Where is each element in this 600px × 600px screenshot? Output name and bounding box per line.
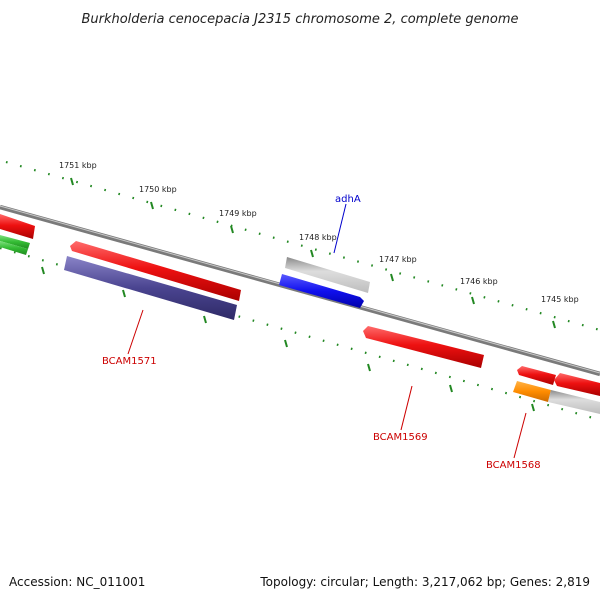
major-tick <box>310 249 314 258</box>
tick-label: 1750 kbp <box>139 185 177 194</box>
tick-label: 1749 kbp <box>219 209 257 218</box>
outer-tick-ring <box>5 160 600 332</box>
tick-labels: 1751 kbp 1750 kbp 1749 kbp 1748 kbp 1747… <box>59 161 579 304</box>
gene-label-text: adhA <box>335 194 361 205</box>
tick-label: 1751 kbp <box>59 161 97 170</box>
gene-label-text: BCAM1569 <box>373 432 428 443</box>
tick-label: 1747 kbp <box>379 255 417 264</box>
major-tick <box>41 266 45 275</box>
gene-label-adhA[interactable]: adhA <box>333 194 361 254</box>
gene-green-upper[interactable] <box>0 235 30 249</box>
gene-bcam1569[interactable] <box>363 326 484 368</box>
gene-adha-pseudo[interactable] <box>285 257 370 293</box>
gene-label-bcam1568[interactable]: BCAM1568 <box>486 412 541 471</box>
gene-red-forward[interactable] <box>70 241 241 301</box>
major-tick <box>230 225 234 234</box>
gene-bcam1571[interactable] <box>64 256 237 320</box>
gene-label-bcam1569[interactable]: BCAM1569 <box>373 385 428 443</box>
gene-red-left-partial[interactable] <box>0 214 35 239</box>
major-tick <box>367 363 371 372</box>
inner-tick-ring <box>0 246 600 422</box>
gene-red-small-right[interactable] <box>517 366 556 385</box>
major-tick <box>150 201 154 210</box>
gene-label-text: BCAM1568 <box>486 460 541 471</box>
gene-features <box>0 214 600 414</box>
major-tick <box>390 273 394 282</box>
major-tick <box>203 315 207 324</box>
gene-bcam1568[interactable] <box>513 381 551 402</box>
tick-label: 1745 kbp <box>541 295 579 304</box>
gene-red-right-edge[interactable] <box>554 373 600 396</box>
gene-label-text: BCAM1571 <box>102 356 157 367</box>
major-tick <box>471 296 475 305</box>
tick-label: 1746 kbp <box>460 277 498 286</box>
major-tick <box>122 289 126 298</box>
major-tick <box>449 384 453 393</box>
gene-green-lower[interactable] <box>0 241 28 255</box>
gene-blue[interactable] <box>279 274 364 308</box>
tick-label: 1748 kbp <box>299 233 337 242</box>
major-tick <box>284 339 288 348</box>
map-title: Burkholderia cenocepacia J2315 chromosom… <box>81 12 518 27</box>
major-tick <box>70 177 74 186</box>
accession-label: Accession: NC_011001 <box>9 575 145 589</box>
gene-label-bcam1571[interactable]: BCAM1571 <box>102 309 157 367</box>
major-tick <box>552 320 556 329</box>
genome-summary: Topology: circular; Length: 3,217,062 bp… <box>259 575 590 589</box>
major-tick <box>531 403 535 412</box>
gene-gray-right-edge[interactable] <box>548 390 600 414</box>
